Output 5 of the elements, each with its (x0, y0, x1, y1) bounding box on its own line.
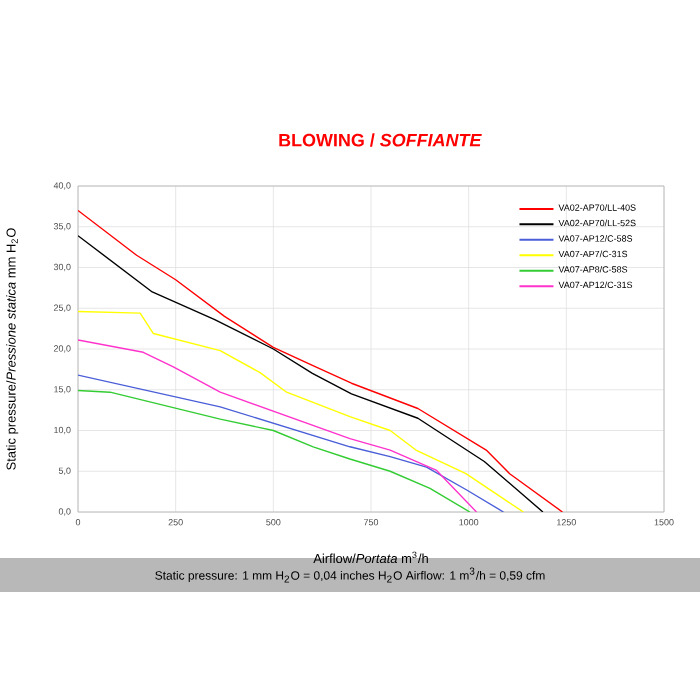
line-series (78, 389, 471, 512)
line-series (78, 310, 525, 512)
line-series (78, 339, 478, 512)
chart-title: BLOWING / SOFFIANTE (279, 133, 482, 147)
line-series (78, 374, 505, 512)
